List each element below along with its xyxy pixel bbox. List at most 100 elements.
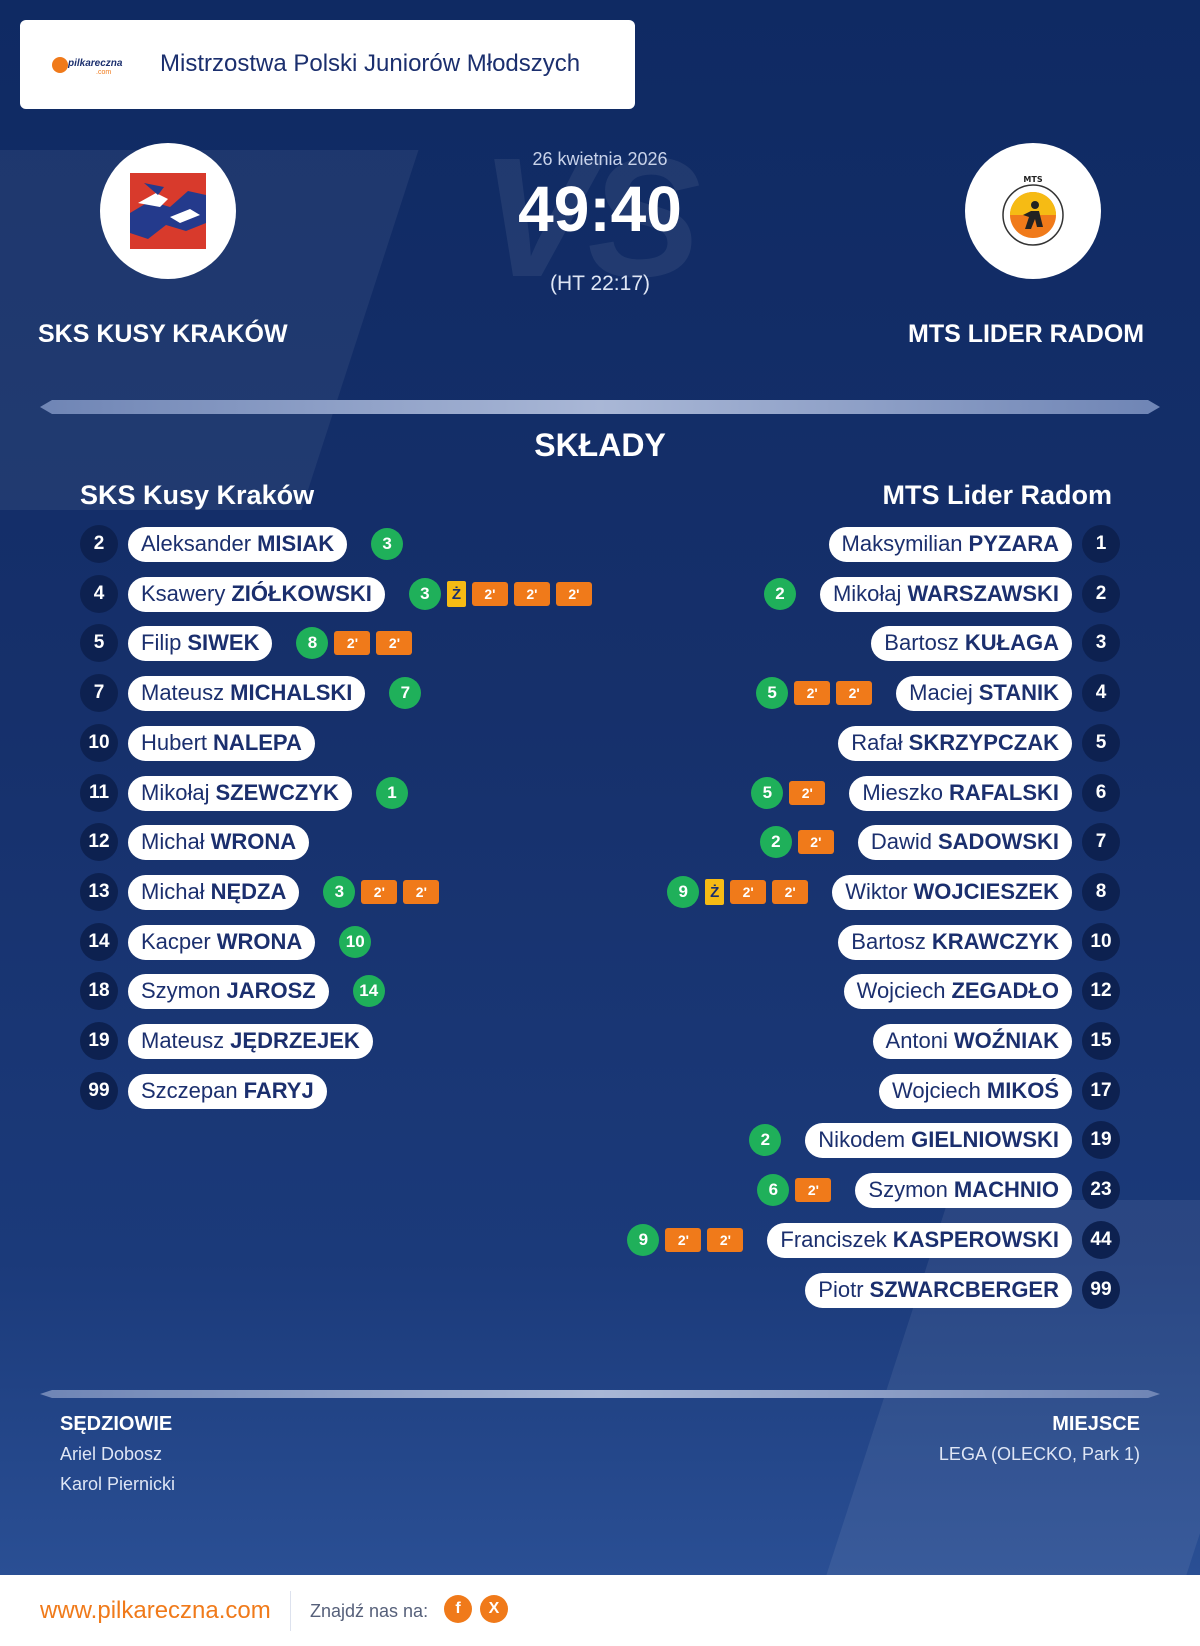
goals-badge: 2 bbox=[749, 1124, 782, 1156]
player-number: 2 bbox=[80, 525, 118, 563]
brand-domain: .com bbox=[96, 69, 112, 76]
player-events: 3 Ż 2' 2' 2' bbox=[408, 578, 592, 610]
goals-badge: 6 bbox=[757, 1174, 790, 1206]
player-number: 5 bbox=[1082, 724, 1120, 762]
player-number: 13 bbox=[80, 873, 118, 911]
player-last-name: WRONA bbox=[210, 829, 297, 854]
player-row: 5 Filip SIWEK 8 2' 2' bbox=[80, 624, 413, 662]
x-icon[interactable]: X bbox=[480, 1595, 508, 1623]
player-first-name: Mieszko bbox=[862, 780, 943, 805]
player-number: 12 bbox=[80, 823, 118, 861]
player-first-name: Michał bbox=[141, 829, 205, 854]
suspension-badge: 2' bbox=[730, 880, 767, 904]
suspension-badge: 2' bbox=[836, 681, 873, 705]
player-name: Hubert NALEPA bbox=[128, 725, 315, 761]
player-row: Bartosz KRAWCZYK 10 bbox=[838, 923, 1120, 961]
goals-badge: 14 bbox=[352, 975, 385, 1007]
player-name: Maksymilian PYZARA bbox=[828, 526, 1072, 562]
player-last-name: MIKOŚ bbox=[986, 1078, 1059, 1103]
player-name: Aleksander MISIAK bbox=[128, 526, 348, 562]
player-number: 17 bbox=[1082, 1072, 1120, 1110]
player-events: 1 bbox=[375, 777, 408, 809]
suspension-badge: 2' bbox=[334, 631, 371, 655]
player-name: Szczepan FARYJ bbox=[128, 1073, 327, 1109]
suspension-badge: 2' bbox=[361, 880, 398, 904]
home-team-logo bbox=[100, 143, 236, 279]
player-first-name: Nikodem bbox=[818, 1127, 906, 1152]
goals-badge: 3 bbox=[408, 578, 441, 610]
competition-title: Mistrzostwa Polski Juniorów Młodszych bbox=[160, 50, 581, 77]
brand-name: pilkareczna bbox=[68, 58, 123, 69]
official-name: Ariel Dobosz bbox=[60, 1444, 163, 1464]
suspension-badge: 2' bbox=[555, 582, 592, 606]
player-number: 10 bbox=[80, 724, 118, 762]
player-row: 12 Michał WRONA bbox=[80, 823, 310, 861]
player-row: 2 Nikodem GIELNIOWSKI 19 bbox=[749, 1121, 1120, 1159]
competition-header: pilkareczna .com Mistrzostwa Polski Juni… bbox=[20, 20, 635, 109]
player-number: 1 bbox=[1082, 525, 1120, 563]
player-name: Wojciech ZEGADŁO bbox=[843, 973, 1072, 1009]
divider bbox=[40, 400, 1160, 414]
player-events: 6 2' bbox=[757, 1174, 832, 1206]
website-link[interactable]: www.pilkareczna.com bbox=[40, 1597, 271, 1624]
player-row: 13 Michał NĘDZA 3 2' 2' bbox=[80, 873, 440, 911]
player-last-name: MICHALSKI bbox=[230, 680, 353, 705]
player-last-name: KRAWCZYK bbox=[931, 929, 1059, 954]
player-events: 10 bbox=[339, 926, 372, 958]
away-lineup-header: MTS Lider Radom bbox=[882, 480, 1112, 510]
player-row: 2 2' Dawid SADOWSKI 7 bbox=[759, 823, 1120, 861]
player-first-name: Michał bbox=[141, 879, 205, 904]
venue-label: MIEJSCE bbox=[1052, 1413, 1140, 1435]
player-last-name: ZIÓŁKOWSKI bbox=[231, 581, 372, 606]
player-last-name: KUŁAGA bbox=[964, 630, 1059, 655]
suspension-badge: 2' bbox=[795, 1178, 832, 1202]
player-row: Antoni WOŹNIAK 15 bbox=[872, 1022, 1120, 1060]
player-events: 2 2' bbox=[759, 826, 834, 858]
player-row: 9 Ż 2' 2' Wiktor WOJCIESZEK 8 bbox=[667, 873, 1120, 911]
yellow-card-badge: Ż bbox=[446, 581, 466, 607]
player-first-name: Kacper bbox=[141, 929, 211, 954]
brand-logo[interactable]: pilkareczna .com bbox=[50, 55, 140, 77]
player-row: 2 Mikołaj WARSZAWSKI 2 bbox=[763, 575, 1120, 613]
player-last-name: NALEPA bbox=[213, 730, 302, 755]
home-crest-icon bbox=[130, 173, 206, 249]
suspension-badge: 2' bbox=[665, 1228, 702, 1252]
player-row: 19 Mateusz JĘDRZEJEK bbox=[80, 1022, 373, 1060]
handball-icon bbox=[52, 57, 68, 73]
suspension-badge: 2' bbox=[789, 781, 826, 805]
officials-label: SĘDZIOWIE bbox=[60, 1413, 173, 1435]
goals-badge: 2 bbox=[759, 826, 792, 858]
player-first-name: Ksawery bbox=[141, 581, 226, 606]
goals-badge: 8 bbox=[296, 627, 329, 659]
player-last-name: ZEGADŁO bbox=[951, 978, 1059, 1003]
player-number: 14 bbox=[80, 923, 118, 961]
goals-badge: 5 bbox=[751, 777, 784, 809]
player-events: 7 bbox=[389, 677, 422, 709]
player-events: 14 bbox=[352, 975, 385, 1007]
player-first-name: Rafał bbox=[851, 730, 903, 755]
player-number: 11 bbox=[80, 774, 118, 812]
player-row: 6 2' Szymon MACHNIO 23 bbox=[757, 1171, 1120, 1209]
player-number: 99 bbox=[1082, 1271, 1120, 1309]
suspension-badge: 2' bbox=[403, 880, 440, 904]
player-name: Bartosz KUŁAGA bbox=[871, 625, 1072, 661]
goals-badge: 2 bbox=[763, 578, 796, 610]
facebook-icon[interactable]: f bbox=[444, 1595, 472, 1623]
player-number: 19 bbox=[1082, 1121, 1120, 1159]
player-name: Mateusz MICHALSKI bbox=[128, 675, 366, 711]
player-number: 18 bbox=[80, 972, 118, 1010]
player-first-name: Aleksander bbox=[141, 531, 252, 556]
player-first-name: Mateusz bbox=[141, 680, 225, 705]
player-first-name: Wiktor bbox=[845, 879, 908, 904]
player-events: 5 2' 2' bbox=[756, 677, 873, 709]
player-first-name: Bartosz bbox=[884, 630, 959, 655]
player-first-name: Wojciech bbox=[856, 978, 946, 1003]
goals-badge: 7 bbox=[389, 677, 422, 709]
player-last-name: SADOWSKI bbox=[938, 829, 1059, 854]
away-team-logo: MTS bbox=[965, 143, 1101, 279]
player-name: Filip SIWEK bbox=[128, 625, 273, 661]
player-row: Piotr SZWARCBERGER 99 bbox=[805, 1271, 1120, 1309]
player-row: 18 Szymon JAROSZ 14 bbox=[80, 972, 385, 1010]
home-team-name: SKS KUSY KRAKÓW bbox=[38, 320, 288, 348]
player-last-name: NĘDZA bbox=[210, 879, 287, 904]
